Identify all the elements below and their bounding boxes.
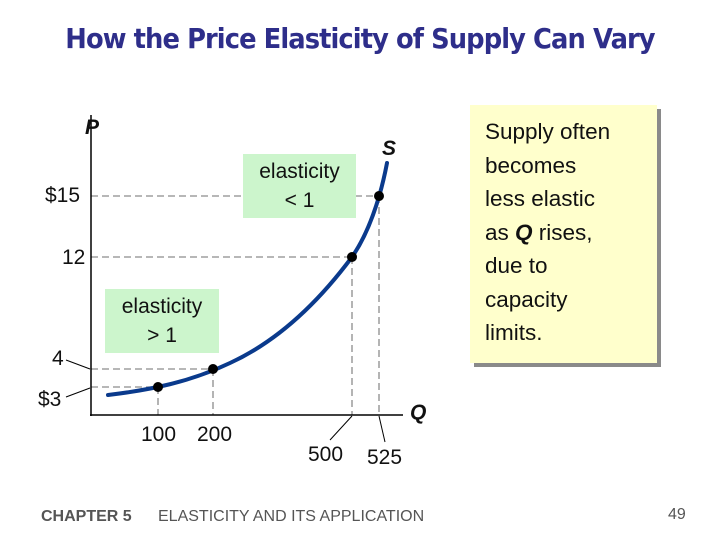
elastic-callout: elasticity > 1: [105, 289, 219, 353]
slide-title: How the Price Elasticity of Supply Can V…: [65, 22, 655, 55]
note-q-emphasis: Q: [515, 219, 533, 245]
elastic-callout-line2: > 1: [147, 324, 177, 347]
tick-price-12: 12: [62, 246, 86, 269]
note-line: limits.: [485, 320, 543, 345]
inelastic-callout-line2: < 1: [284, 189, 315, 212]
y-axis-label: P: [85, 116, 100, 139]
page-number: 49: [668, 506, 686, 523]
supply-curve: [106, 161, 389, 397]
elastic-callout-line1: elasticity: [121, 295, 203, 318]
note-line: capacity: [485, 286, 568, 312]
footer-chapter: CHAPTER 5: [41, 508, 132, 525]
note-box: Supply often becomes less elastic as Q r…: [470, 105, 657, 363]
tick-price-3: $3: [38, 388, 62, 411]
leader-lines: [65, 359, 386, 443]
note-line: becomes: [485, 152, 577, 178]
note-line: less elastic: [485, 186, 596, 211]
note-line: as Q rises,: [485, 219, 593, 245]
note-line: Supply often: [485, 119, 611, 144]
data-points: [153, 191, 384, 392]
note-line: due to: [485, 253, 548, 278]
tick-q-100: 100: [141, 423, 177, 446]
x-axis-label: Q: [410, 401, 427, 424]
tick-q-525: 525: [367, 446, 403, 469]
curve-label: S: [382, 137, 397, 160]
footer-chapter-title: ELASTICITY AND ITS APPLICATION: [158, 508, 425, 525]
inelastic-callout-line1: elasticity: [259, 160, 340, 183]
tick-price-15: $15: [45, 184, 81, 207]
inelastic-callout: elasticity < 1: [243, 154, 356, 218]
tick-q-500: 500: [308, 443, 344, 466]
tick-q-200: 200: [197, 423, 233, 446]
tick-price-4: 4: [52, 347, 64, 370]
